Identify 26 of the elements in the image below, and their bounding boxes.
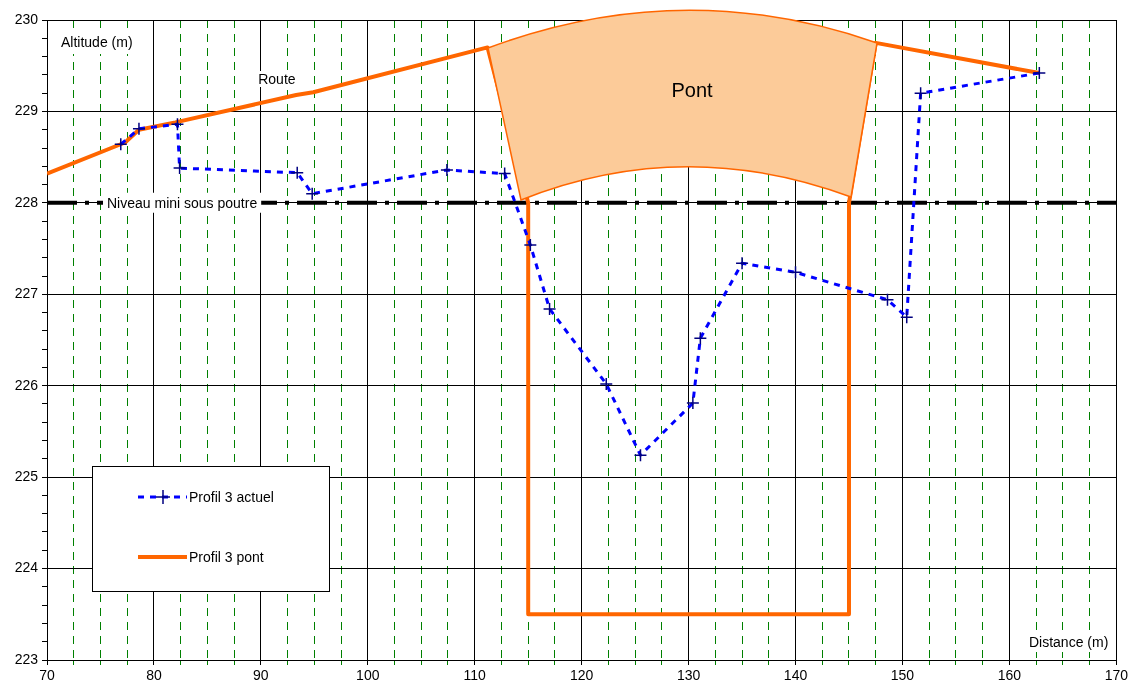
legend-label: Profil 3 pont	[189, 549, 264, 565]
x-tick-label: 120	[569, 667, 594, 684]
y-tick-label: 223	[14, 650, 39, 667]
x-tick-label: 110	[463, 667, 487, 684]
x-tick-label: 100	[356, 667, 380, 684]
x-tick-label: 170	[1104, 667, 1129, 684]
annotation: Route	[256, 71, 298, 88]
x-tick-label: 160	[997, 667, 1022, 684]
annotation: Pont	[670, 78, 714, 102]
x-tick-label: 70	[39, 667, 55, 684]
x-tick-label: 140	[783, 667, 808, 684]
y-tick-label: 226	[14, 376, 39, 393]
x-tick-label: 130	[676, 667, 701, 684]
y-tick-label: 224	[14, 559, 39, 576]
x-axis-title: Distance (m)	[1028, 633, 1109, 650]
y-axis-title: Altitude (m)	[61, 33, 133, 50]
legend-label: Profil 3 actuel	[189, 489, 274, 505]
y-tick-label: 229	[14, 102, 39, 119]
x-tick-label: 150	[890, 667, 915, 684]
x-tick-label: 80	[146, 667, 162, 684]
ref-line-label: Niveau mini sous poutre	[107, 194, 258, 211]
y-tick-label: 230	[14, 10, 39, 27]
y-tick-label: 225	[14, 468, 39, 484]
y-tick-label: 228	[14, 193, 39, 210]
x-tick-label: 90	[253, 667, 269, 684]
y-tick-label: 227	[14, 285, 39, 302]
